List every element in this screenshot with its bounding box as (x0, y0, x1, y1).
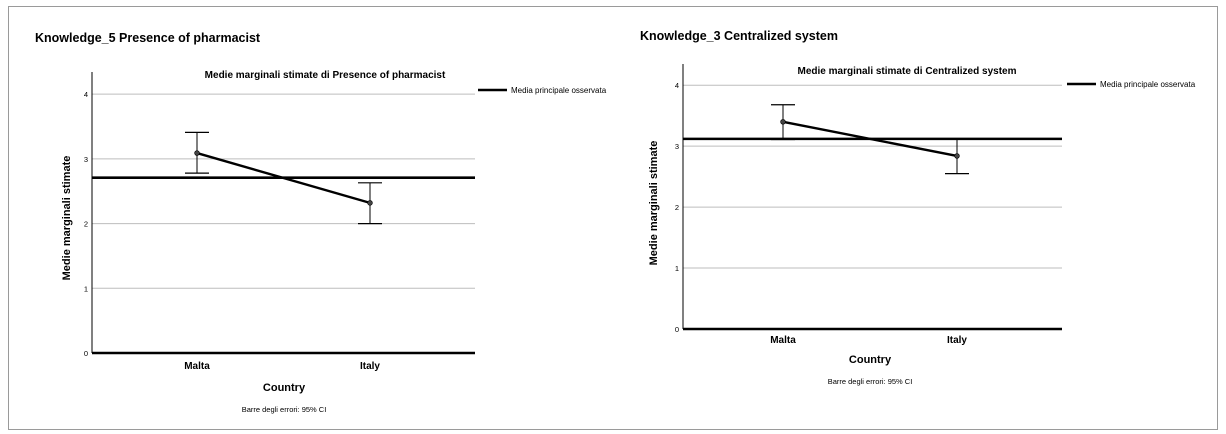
y-ticks-right: 0 1 2 3 4 (675, 81, 679, 334)
legend-label-left: Media principale osservata (511, 86, 607, 95)
data-point (780, 119, 786, 125)
chart-title-right: Medie marginali stimate di Centralized s… (798, 66, 1017, 77)
series-line-left (196, 151, 371, 205)
panel-heading-left: Knowledge_5 Presence of pharmacist (35, 31, 261, 45)
grid-left (91, 72, 475, 355)
data-point (367, 200, 373, 206)
y-tick-label: 0 (675, 325, 679, 334)
x-axis-title-right: Country (849, 354, 892, 366)
y-tick-label: 3 (675, 142, 679, 151)
x-tick-label: Italy (947, 335, 967, 346)
data-point (954, 153, 960, 159)
x-tick-label: Italy (360, 361, 380, 372)
series-line-right (782, 120, 958, 158)
y-tick-label: 3 (84, 155, 88, 164)
y-tick-label: 2 (84, 220, 88, 229)
caption-left: Barre degli errori: 95% CI (242, 405, 327, 414)
y-tick-label: 1 (675, 264, 679, 273)
x-tick-label: Malta (770, 335, 796, 346)
y-tick-label: 1 (84, 284, 88, 293)
chart-left: Medie marginali stimate di Presence of p… (61, 70, 607, 414)
y-ticks-left: 0 1 2 3 4 (84, 90, 88, 358)
data-point (194, 150, 200, 156)
y-axis-title-right: Medie marginali stimate (648, 141, 660, 266)
x-ticks-right: Malta Italy (770, 335, 967, 346)
points-left (194, 150, 373, 206)
legend-label-right: Media principale osservata (1100, 80, 1196, 89)
y-tick-label: 4 (675, 81, 679, 90)
panel-heading-right: Knowledge_3 Centralized system (640, 29, 838, 43)
figure-frame (8, 6, 1218, 430)
y-tick-label: 0 (84, 349, 88, 358)
y-tick-label: 2 (675, 203, 679, 212)
x-ticks-left: Malta Italy (184, 361, 380, 372)
chart-right: Medie marginali stimate di Centralized s… (648, 64, 1196, 386)
y-tick-label: 4 (84, 90, 88, 99)
chart-title-left: Medie marginali stimate di Presence of p… (205, 70, 446, 81)
x-tick-label: Malta (184, 361, 210, 372)
caption-right: Barre degli errori: 95% CI (828, 377, 913, 386)
x-axis-title-left: Country (263, 382, 306, 394)
y-axis-title-left: Medie marginali stimate (61, 156, 73, 281)
points-right (780, 119, 960, 159)
grid-right (682, 64, 1062, 331)
